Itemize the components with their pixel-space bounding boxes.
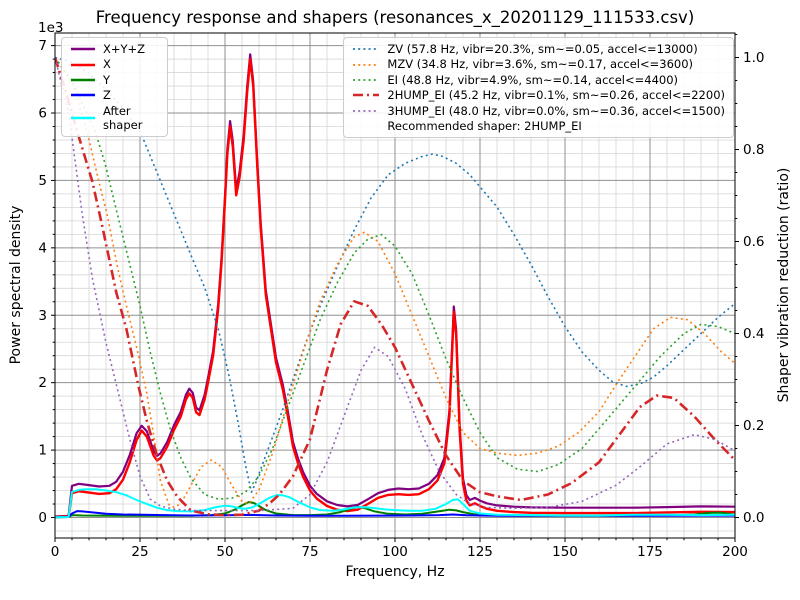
legend-item-label: X+Y+Z (103, 42, 146, 56)
legend-item: 2HUMP_EI (45.2 Hz, vibr=0.1%, sm~=0.26, … (352, 88, 725, 102)
legend-item: 3HUMP_EI (48.0 Hz, vibr=0.0%, sm~=0.36, … (352, 104, 725, 118)
legend-item-label: MZV (34.8 Hz, vibr=3.6%, sm~=0.17, accel… (387, 57, 694, 72)
legend-item-label: 3HUMP_EI (48.0 Hz, vibr=0.0%, sm~=0.36, … (387, 103, 725, 118)
y-left-tick-label: 7 (38, 38, 47, 54)
y-right-tick-label: 0.4 (743, 326, 764, 342)
legend-swatch-dotted (353, 79, 380, 81)
curve-ZV (55, 56, 735, 493)
curve-X (55, 57, 735, 518)
legend-swatch-solid (71, 94, 95, 97)
x-axis-label: Frequency, Hz (345, 564, 445, 580)
y-left-tick-label: 6 (38, 106, 47, 122)
y-left-tick-label: 0 (38, 510, 47, 526)
legend-shapers: ZV (57.8 Hz, vibr=20.3%, sm~=0.05, accel… (343, 37, 734, 139)
legend-footer: Recommended shaper: 2HUMP_EI (352, 119, 725, 133)
legend-swatch-dotted (353, 63, 380, 66)
x-tick-label: 75 (301, 544, 318, 560)
x-tick-label: 200 (722, 544, 748, 560)
legend-item-label: ZV (57.8 Hz, vibr=20.3%, sm~=0.05, accel… (387, 42, 698, 56)
x-tick-label: 100 (382, 544, 408, 560)
y-axis-offset-label: 1e3 (38, 20, 64, 36)
legend-swatch-solid (71, 63, 95, 66)
legend-swatch-solid (71, 116, 95, 120)
legend-psd: X+Y+Z X Y Z After shaper (61, 37, 168, 138)
legend-item: EI (48.8 Hz, vibr=4.9%, sm~=0.14, accel<… (352, 73, 725, 87)
curve-MZV (55, 57, 735, 509)
legend-item: After shaper (70, 104, 159, 133)
legend-swatch-solid (71, 78, 95, 82)
curves (55, 53, 735, 519)
y-left-tick-label: 1 (38, 443, 47, 459)
legend-item-label: EI (48.8 Hz, vibr=4.9%, sm~=0.14, accel<… (387, 72, 679, 87)
chart-title: Frequency response and shapers (resonanc… (95, 8, 695, 27)
y-left-tick-label: 5 (38, 173, 47, 189)
x-tick-label: 50 (216, 544, 233, 560)
legend-swatch-solid (71, 47, 95, 51)
legend-footer-label: Recommended shaper: 2HUMP_EI (387, 118, 582, 133)
y-right-tick-label: 0.2 (743, 418, 764, 434)
curve-3HUMP_EI (55, 57, 735, 512)
y-right-tick-label: 1.0 (743, 50, 764, 66)
legend-item: X+Y+Z (70, 42, 159, 56)
legend-item-label: X (103, 57, 111, 72)
y-left-tick-label: 4 (38, 240, 47, 256)
curve-EI (55, 57, 735, 500)
legend-item-label: After shaper (103, 103, 143, 132)
legend-item: Z (70, 88, 159, 102)
y-left-tick-label: 2 (38, 375, 47, 391)
legend-item: ZV (57.8 Hz, vibr=20.3%, sm~=0.05, accel… (352, 42, 725, 56)
legend-swatch-dotted (353, 109, 380, 112)
y-left-tick-label: 3 (38, 308, 47, 324)
y-right-tick-label: 0.8 (743, 142, 764, 158)
ticks (51, 34, 739, 542)
x-tick-label: 0 (51, 544, 60, 560)
x-tick-label: 125 (467, 544, 493, 560)
curve-Z (55, 510, 735, 519)
tick-labels: 0 25 50 75 100 125 150 175 200 0 1 2 3 4 5 6 7 0.0 0.2 0.4 0… (38, 38, 764, 560)
legend-swatch-dotted (353, 48, 380, 51)
y-right-tick-label: 0.6 (743, 234, 764, 250)
x-tick-label: 25 (131, 544, 148, 560)
curve-2HUMP_EI (55, 57, 735, 517)
legend-item-label: Y (103, 72, 111, 87)
curve-After-shaper (55, 488, 735, 519)
legend-item: MZV (34.8 Hz, vibr=3.6%, sm~=0.17, accel… (352, 57, 725, 71)
y-right-tick-label: 0.0 (743, 510, 764, 526)
legend-item: X (70, 57, 159, 71)
legend-item-label: Z (103, 88, 111, 103)
legend-item: Y (70, 73, 159, 87)
x-tick-label: 175 (637, 544, 663, 560)
legend-item-label: 2HUMP_EI (45.2 Hz, vibr=0.1%, sm~=0.26, … (387, 88, 725, 103)
x-tick-label: 150 (552, 544, 578, 560)
legend-swatch-dashdot (353, 94, 380, 97)
